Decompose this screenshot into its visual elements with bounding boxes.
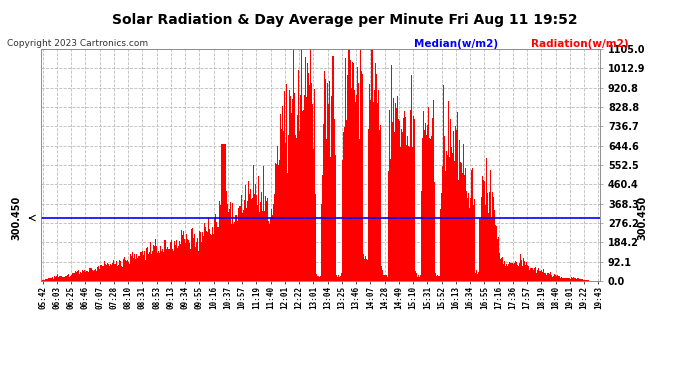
Text: Radiation(w/m2): Radiation(w/m2) — [531, 39, 629, 50]
Text: Copyright 2023 Cartronics.com: Copyright 2023 Cartronics.com — [7, 39, 148, 48]
Text: 300.450: 300.450 — [638, 196, 647, 240]
Text: Median(w/m2): Median(w/m2) — [414, 39, 498, 50]
Text: Solar Radiation & Day Average per Minute Fri Aug 11 19:52: Solar Radiation & Day Average per Minute… — [112, 13, 578, 27]
Text: 300.450: 300.450 — [11, 196, 21, 240]
